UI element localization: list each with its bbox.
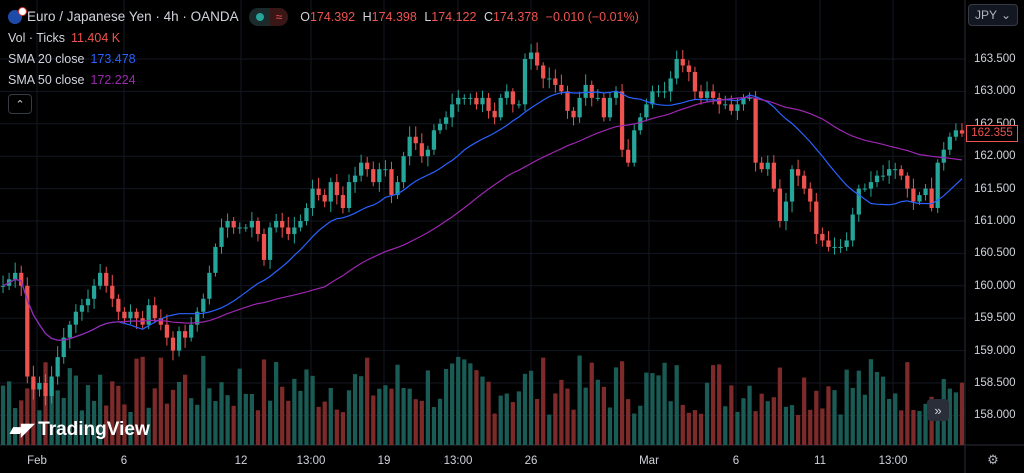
price-tick-label: 160.000 [974,279,1016,292]
symbol-row: Euro / Japanese Yen · 4h · OANDA ≈ O174.… [8,6,643,27]
indicator-value: 11.404 K [70,30,121,45]
double-chevron-right-icon: » [934,402,942,418]
last-price-tag: 162.355 [966,125,1018,142]
time-tick-label: 19 [377,455,391,467]
low-value: 174.122 [431,9,477,24]
market-status-pill[interactable]: ≈ [248,7,289,26]
change-value: −0.010 (−0.01%) [545,9,639,24]
indicator-label: SMA 20 close [8,51,85,66]
time-tick-label: 6 [732,455,740,467]
price-tick-label: 161.500 [974,182,1016,195]
tradingview-wordmark: TradingView [38,419,150,440]
indicator-value: 173.478 [90,51,136,66]
price-tick-label: 159.500 [974,312,1016,325]
time-tick-label: 11 [814,455,826,467]
close-label: C [483,9,493,24]
currency-value: JPY [975,8,998,22]
eur-jpy-flag-icon [8,6,27,24]
indicator-value: 172.224 [90,72,136,87]
high-value: 174.398 [371,9,417,24]
open-label: O [300,9,310,24]
chart-settings-button[interactable]: ⚙ [985,452,1001,468]
ohlc-values: O174.392 H174.398 L174.122 C174.378 −0.0… [300,10,643,24]
collapse-legend-button[interactable]: ⌃ [8,94,32,114]
tradingview-mark-icon: ▰◤ [10,420,34,439]
time-tick-label: 26 [524,455,538,467]
tradingview-logo[interactable]: ▰◤ TradingView [10,419,150,441]
time-tick-label: 6 [120,455,128,467]
indicator-volume[interactable]: Vol · Ticks 11.404 K [8,27,643,48]
symbol-title[interactable]: Euro / Japanese Yen · 4h · OANDA [27,9,239,24]
low-label: L [424,9,432,24]
price-tick-label: 158.000 [974,409,1016,422]
time-tick-label: Mar [639,455,659,467]
high-label: H [362,9,372,24]
time-tick-label: 12 [234,455,248,467]
price-tick-label: 163.000 [974,85,1016,98]
chevron-down-icon: ⌄ [1000,8,1011,22]
price-tick-label: 159.000 [974,344,1016,357]
price-tick-label: 160.500 [974,247,1016,260]
time-tick-label: 13:00 [296,455,326,467]
market-open-dot-icon [255,12,264,21]
price-tick-label: 163.500 [974,53,1016,65]
time-tick-label: Feb [27,455,47,467]
scroll-to-realtime-button[interactable]: » [927,399,949,421]
close-value: 174.378 [492,9,539,24]
price-tick-label: 162.000 [974,150,1016,163]
currency-selector[interactable]: JPY ⌄ [968,4,1018,26]
indicator-label: Vol · Ticks [8,30,65,45]
indicator-label: SMA 50 close [8,72,85,87]
approx-data-icon: ≈ [269,7,289,26]
price-tick-label: 158.500 [974,377,1016,389]
chart-legend: Euro / Japanese Yen · 4h · OANDA ≈ O174.… [8,6,643,114]
open-value: 174.392 [309,9,356,24]
indicator-sma20[interactable]: SMA 20 close 173.478 [8,48,643,69]
gear-icon: ⚙ [987,452,999,467]
time-tick-label: 13:00 [878,455,908,467]
price-tick-label: 161.000 [974,215,1016,227]
chevron-up-icon: ⌃ [15,98,25,111]
time-tick-label: 13:00 [443,455,473,467]
indicator-sma50[interactable]: SMA 50 close 172.224 [8,69,643,90]
